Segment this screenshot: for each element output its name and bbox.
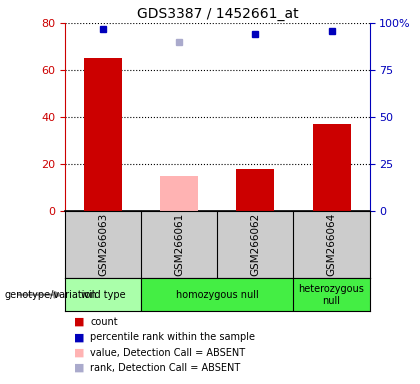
Bar bbox=[160, 176, 198, 211]
Title: GDS3387 / 1452661_at: GDS3387 / 1452661_at bbox=[136, 7, 298, 21]
Text: value, Detection Call = ABSENT: value, Detection Call = ABSENT bbox=[90, 348, 245, 358]
Text: ■: ■ bbox=[74, 348, 84, 358]
Bar bbox=[236, 169, 274, 211]
Text: count: count bbox=[90, 317, 118, 327]
Text: ■: ■ bbox=[74, 332, 84, 342]
Text: homozygous null: homozygous null bbox=[176, 290, 259, 300]
Text: rank, Detection Call = ABSENT: rank, Detection Call = ABSENT bbox=[90, 363, 241, 373]
Text: GSM266064: GSM266064 bbox=[326, 213, 336, 276]
Bar bbox=[312, 124, 351, 211]
Text: wild type: wild type bbox=[81, 290, 126, 300]
Text: ■: ■ bbox=[74, 363, 84, 373]
Text: heterozygous
null: heterozygous null bbox=[299, 284, 365, 306]
Text: genotype/variation: genotype/variation bbox=[4, 290, 97, 300]
Bar bbox=[294, 278, 370, 311]
Bar bbox=[65, 278, 141, 311]
Bar bbox=[84, 58, 122, 211]
Text: GSM266062: GSM266062 bbox=[250, 213, 260, 276]
Text: GSM266063: GSM266063 bbox=[98, 213, 108, 276]
Bar bbox=[141, 278, 294, 311]
Text: GSM266061: GSM266061 bbox=[174, 213, 184, 276]
Text: percentile rank within the sample: percentile rank within the sample bbox=[90, 332, 255, 342]
Text: ■: ■ bbox=[74, 317, 84, 327]
